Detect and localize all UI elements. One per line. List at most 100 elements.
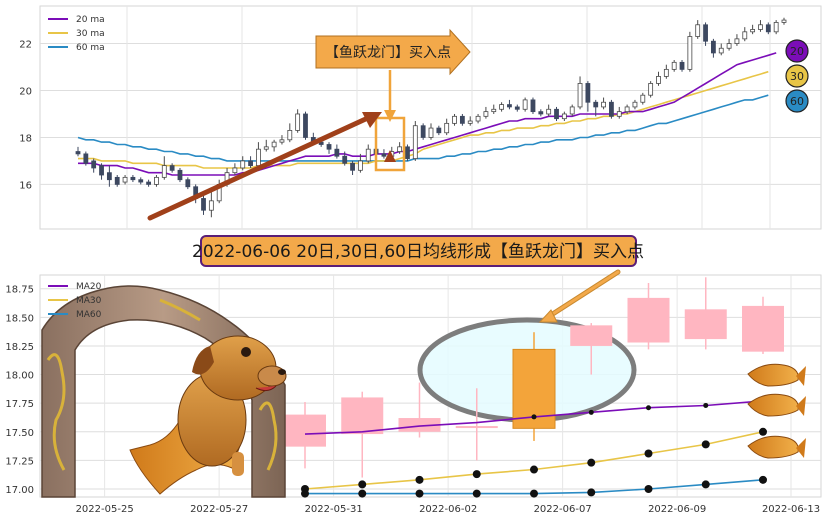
top-candle: [279, 139, 285, 143]
dog-mascot-illustration: [129, 335, 287, 495]
top-candle: [169, 165, 175, 171]
bottom-legend: MA20 MA30 MA60: [48, 282, 102, 320]
top-candle: [609, 101, 614, 117]
top-candle: [208, 200, 214, 211]
top-y-tick-label: 22: [19, 40, 32, 51]
top-candle: [436, 127, 442, 134]
top-candle: [781, 19, 787, 23]
top-candle: [334, 148, 340, 157]
banner-label: 【鱼跃龙门】买入点: [325, 44, 451, 61]
top-candle: [75, 151, 81, 155]
top-candle: [397, 146, 403, 152]
ma-end-badge-label: 60: [790, 95, 804, 108]
bottom-candle: [627, 297, 670, 343]
top-candle: [232, 167, 238, 174]
ma30-point: [530, 465, 538, 474]
top-candle: [718, 47, 724, 54]
top-candle: [546, 108, 552, 115]
top-candle: [357, 160, 363, 171]
top-candle: [601, 101, 606, 108]
bottom-y-tick-label: 18.00: [5, 371, 34, 382]
top-candle: [742, 31, 748, 40]
ma-end-labels: 20 30 60: [785, 39, 809, 113]
top-price-panel: 16 18 20 22 【鱼跃龙门】买入点 20 ma 30 ma 60 ma 20 30 6…: [19, 5, 822, 230]
ma30-point: [415, 475, 424, 484]
top-candle: [734, 38, 740, 44]
top-candle: [177, 169, 183, 181]
top-candle: [263, 146, 269, 150]
top-candle: [91, 160, 97, 169]
top-candle: [303, 113, 308, 138]
bottom-candle: [398, 418, 441, 432]
ma60-point: [701, 480, 710, 489]
top-candle: [671, 61, 677, 70]
top-candle: [381, 153, 387, 157]
bottom-moving-averages: [301, 398, 767, 498]
bottom-y-tick-label: 18.25: [5, 342, 34, 353]
top-candle: [695, 24, 701, 37]
top-candle: [122, 176, 128, 183]
top-candle: [758, 24, 763, 30]
top-candle: [350, 162, 355, 171]
legend-label: 20 ma: [76, 15, 105, 25]
ma-end-badge-label: 20: [790, 45, 804, 58]
ma60-point: [415, 489, 424, 498]
top-legend: 20 ma 30 ma 60 ma: [48, 15, 105, 53]
bottom-y-tick-label: 17.75: [5, 399, 34, 410]
top-candle: [256, 148, 261, 167]
signal-title: 2022-06-06 20日,30日,60日均线形成【鱼跃龙门】买入点: [192, 242, 644, 262]
signal-title-box: 2022-06-06 20日,30日,60日均线形成【鱼跃龙门】买入点: [192, 235, 644, 267]
top-candle: [295, 113, 301, 131]
top-candle: [750, 29, 756, 33]
bottom-y-tick-label: 17.50: [5, 428, 34, 439]
top-moving-averages: [77, 52, 777, 176]
bottom-candle: [455, 426, 498, 429]
bottom-candle: [284, 414, 326, 447]
top-candle: [475, 115, 481, 122]
top-candle: [656, 76, 661, 84]
top-candle: [640, 94, 646, 103]
top-candle: [114, 176, 120, 185]
top-candle: [412, 125, 418, 159]
bottom-candle: [570, 325, 613, 346]
ma-end-badge-label: 30: [790, 70, 804, 83]
signal-marker: [384, 150, 396, 162]
ma60-line: [77, 94, 769, 162]
ma30-point: [358, 480, 367, 489]
top-candle: [773, 22, 779, 33]
top-candle: [365, 148, 371, 162]
bottom-candle: [341, 397, 384, 435]
bottom-y-tick-label: 17.00: [5, 485, 34, 496]
top-candle: [711, 40, 716, 54]
top-candle: [530, 99, 536, 113]
top-candle: [507, 104, 512, 108]
top-candle: [554, 108, 559, 120]
ma-end-badge: [785, 89, 809, 113]
top-candle: [271, 141, 277, 148]
bottom-x-tick-label: 2022-06-13: [762, 504, 820, 515]
bottom-x-tick-label: 2022-06-02: [419, 504, 477, 515]
top-candle: [765, 24, 771, 33]
bottom-y-axis: 17.00 17.25 17.50 17.75 18.00 18.25 18.50 18.75: [5, 285, 34, 496]
top-candle: [452, 115, 457, 124]
ma60-point: [587, 488, 596, 497]
bottom-y-tick-label: 18.75: [5, 285, 34, 296]
legend-label: 60 ma: [76, 43, 105, 53]
top-candle: [240, 160, 246, 169]
legend-label: MA30: [76, 296, 102, 306]
top-candle: [287, 130, 293, 141]
top-candle: [648, 83, 654, 96]
top-candle: [342, 155, 348, 164]
top-candle: [491, 108, 497, 113]
top-grid: [40, 6, 821, 229]
ma30-point: [701, 440, 710, 449]
ma20-point: [646, 405, 651, 411]
legend-label: MA20: [76, 282, 102, 292]
top-candle: [83, 153, 89, 164]
top-candle: [483, 111, 489, 117]
banner-pointer-arrow: [384, 70, 396, 122]
top-candle: [632, 101, 638, 108]
top-candle: [146, 181, 152, 185]
bottom-candle: [742, 305, 784, 352]
